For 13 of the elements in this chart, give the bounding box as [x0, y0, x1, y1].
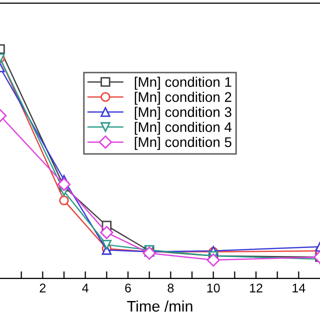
- legend-label: [Mn] condition 3: [134, 106, 232, 120]
- legend-label: [Mn] condition 4: [134, 122, 232, 135]
- x-tick-label: 14: [292, 284, 306, 292]
- legend-label: [Mn] condition 2: [134, 92, 232, 105]
- x-axis-title: Time /min: [127, 300, 192, 312]
- x-tick-label: 10: [207, 284, 220, 292]
- legend-label: [Mn] condition 1: [134, 76, 232, 90]
- x-tick-label: 2: [40, 284, 46, 292]
- x-tick-label: 12: [250, 284, 262, 292]
- x-tick-label: 8: [168, 284, 174, 292]
- x-tick-label: 4: [82, 284, 88, 292]
- x-tick-label: 6: [125, 284, 131, 292]
- legend-label: [Mn] condition 5: [134, 136, 232, 150]
